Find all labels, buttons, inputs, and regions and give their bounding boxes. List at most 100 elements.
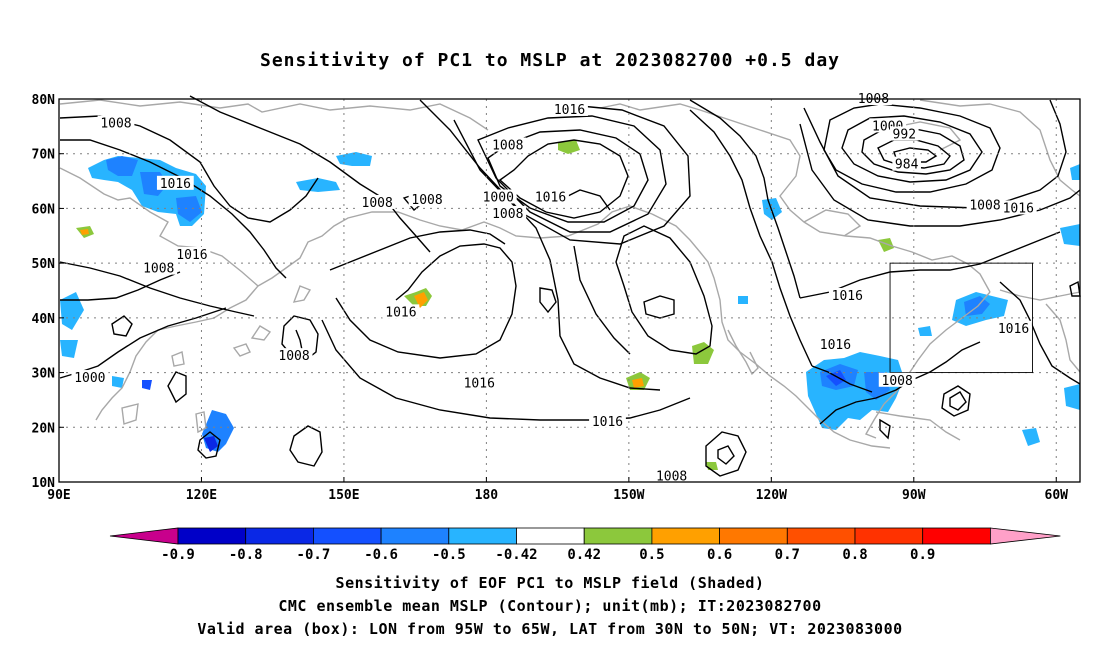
longitude-label: 150E xyxy=(328,488,359,503)
map-frame xyxy=(58,98,1081,483)
mslp-contour xyxy=(799,123,1081,227)
colorbar-label: 0.9 xyxy=(910,547,935,563)
colorbar-segment xyxy=(177,527,247,545)
colorbar-segment xyxy=(651,527,721,545)
contour-label: 1008 xyxy=(143,262,174,277)
contour-label: 1008 xyxy=(278,349,309,364)
latitude-label: 10N xyxy=(32,476,56,491)
colorbar-segment xyxy=(583,527,653,545)
coastline xyxy=(1045,303,1081,373)
mslp-contour xyxy=(811,365,873,393)
mslp-contour xyxy=(941,385,971,417)
contour-label-bg xyxy=(889,126,919,141)
coastline xyxy=(121,403,139,425)
contour-label: 1016 xyxy=(820,338,851,353)
mslp-contour xyxy=(329,229,506,271)
mslp-contour xyxy=(999,281,1081,385)
contour-label-bg xyxy=(71,370,109,385)
shaded-region xyxy=(204,436,218,452)
colorbar-label: 0.7 xyxy=(775,547,800,563)
shaded-region xyxy=(1060,224,1080,246)
contour-label-bg xyxy=(408,192,446,207)
longitude-label: 120E xyxy=(186,488,217,503)
mslp-contour xyxy=(705,431,747,477)
contour-label: 1016 xyxy=(592,415,623,430)
mslp-contour xyxy=(498,139,629,219)
shaded-region xyxy=(414,292,428,308)
colorbar-segment xyxy=(245,527,314,545)
valid-area-rectangle xyxy=(889,262,1033,374)
shaded-region xyxy=(80,229,89,235)
contour-label-bg xyxy=(382,304,420,319)
mslp-contour xyxy=(559,189,611,211)
shaded-region xyxy=(738,296,748,304)
coastline xyxy=(59,99,489,131)
contour-label-bg xyxy=(532,189,569,204)
contour-label: 1016 xyxy=(554,103,585,118)
shaded-region xyxy=(1070,164,1080,180)
contour-label-bg xyxy=(653,468,690,483)
coastline xyxy=(899,121,962,151)
contour-label: 1016 xyxy=(385,305,416,320)
mslp-contour xyxy=(717,445,735,465)
contour-label: 1016 xyxy=(1003,201,1034,216)
mslp-contour xyxy=(167,371,187,404)
shaded-region xyxy=(106,156,138,176)
contour-label: 1016 xyxy=(535,190,566,205)
latitude-label: 60N xyxy=(32,202,56,217)
valid-area-box xyxy=(889,262,1033,374)
mslp-contour xyxy=(60,271,181,301)
contour-label-bg xyxy=(589,413,626,428)
coastline xyxy=(59,167,259,421)
colorbar-label: -0.5 xyxy=(432,547,466,563)
latitude-label: 70N xyxy=(32,148,56,163)
contour-label: 1008 xyxy=(882,374,913,389)
mslp-contour xyxy=(419,99,661,391)
contour-label: 1008 xyxy=(362,196,393,211)
mslp-contour xyxy=(573,245,631,355)
colorbar-label: -0.6 xyxy=(364,547,398,563)
colorbar-label: -0.8 xyxy=(229,547,263,563)
contour-label: 1008 xyxy=(656,470,687,485)
mslp-contour xyxy=(477,115,667,233)
mslp-contour xyxy=(59,261,255,317)
shaded-region xyxy=(336,152,372,166)
coastline xyxy=(292,285,312,303)
mslp-contour xyxy=(643,295,675,319)
coastline xyxy=(727,329,759,376)
longitude-label: 150W xyxy=(613,488,644,503)
contour-label: 1008 xyxy=(100,117,131,132)
colorbar-label: 0.8 xyxy=(842,547,867,563)
contour-label-bg xyxy=(460,375,498,390)
coastline xyxy=(257,205,653,287)
contour-label: 1016 xyxy=(832,289,863,304)
mslp-contour xyxy=(1069,280,1081,297)
contour-label: 1008 xyxy=(492,207,523,222)
shaded-region xyxy=(296,178,340,192)
contour-label: 992 xyxy=(893,128,916,143)
contour-label-bg xyxy=(995,320,1032,335)
mslp-contour xyxy=(335,243,517,359)
colorbar: -0.9 -0.8 -0.7 -0.6 -0.5 -0.42 0.42 0.5 0.6 0.7 0.… xyxy=(109,527,1061,563)
contour-label: 1008 xyxy=(411,193,442,208)
coastline xyxy=(989,103,1081,197)
colorbar-segment xyxy=(854,527,924,545)
mslp-contour xyxy=(281,315,319,361)
shaded-region xyxy=(806,352,904,430)
contour-label: 1000 xyxy=(74,371,105,386)
colorbar-segment xyxy=(516,527,585,545)
coastline xyxy=(919,99,991,107)
contour-label-bg xyxy=(156,175,194,190)
contour-label-bg xyxy=(173,246,211,261)
latitude-label: 30N xyxy=(32,367,56,382)
mslp-contour xyxy=(615,225,713,355)
colorbar-left-arrow xyxy=(109,527,179,545)
contour-label-bg xyxy=(275,348,313,363)
caption-shading: Sensitivity of EOF PC1 to MSLP field (Sh… xyxy=(335,574,765,592)
shaded-region xyxy=(1064,384,1080,410)
mslp-contour xyxy=(949,391,967,411)
shaded-region xyxy=(1022,428,1040,446)
latitude-label: 50N xyxy=(32,257,56,272)
